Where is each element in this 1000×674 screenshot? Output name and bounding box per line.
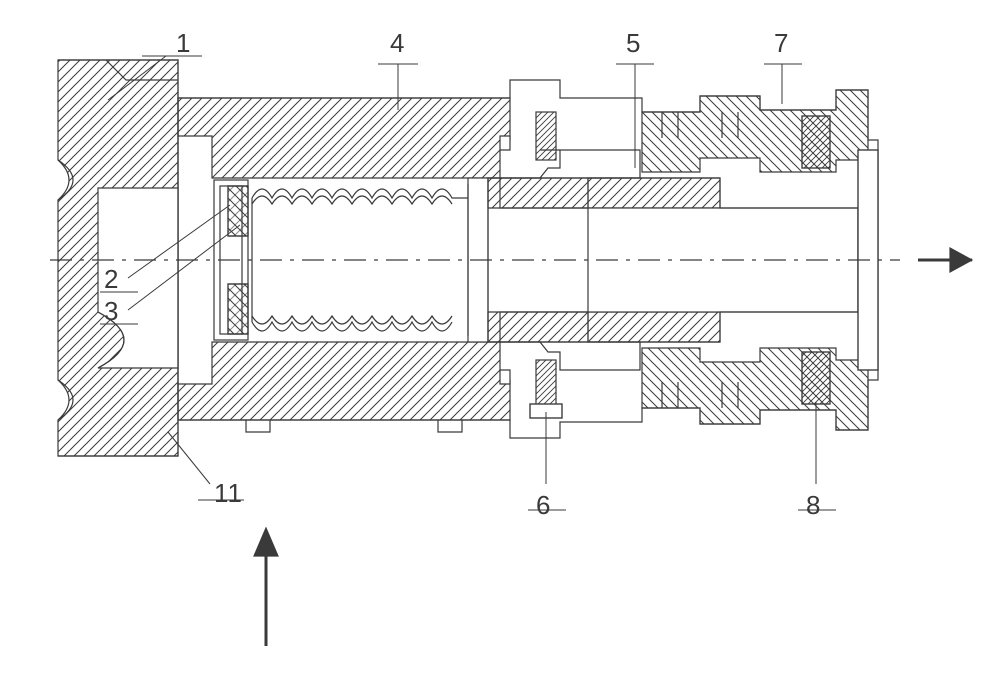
retainer-6 [530,112,562,418]
callout-8: 8 [806,490,821,521]
callout-5: 5 [626,28,641,59]
callout-2: 2 [104,264,119,295]
arrow-up [254,528,278,646]
callout-1: 1 [176,28,191,59]
callout-6: 6 [536,490,551,521]
diagram-svg [0,0,1000,674]
bellows [252,178,488,342]
callout-4: 4 [390,28,405,59]
callout-3: 3 [104,296,119,327]
arrow-right [918,248,972,272]
diagram-stage: 1 4 5 7 2 3 6 8 11 [0,0,1000,674]
callout-11: 11 [214,478,243,509]
callout-7: 7 [774,28,789,59]
left-flange [58,60,178,456]
drawing [50,56,972,646]
